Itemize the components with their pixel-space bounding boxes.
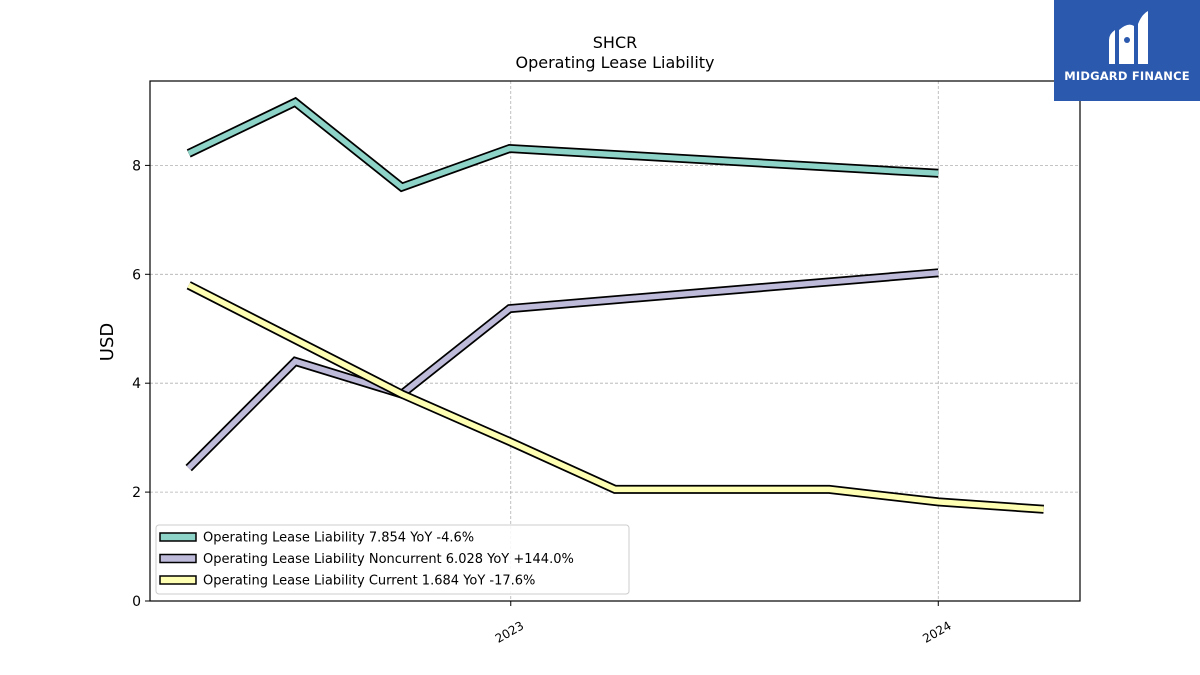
midgard-m-logo-icon <box>1109 11 1148 65</box>
legend: Operating Lease Liability 7.854 YoY -4.6… <box>155 524 630 595</box>
plot-frame <box>149 80 1081 602</box>
y-tick-label: 6 <box>132 267 141 283</box>
x-tick-label: 2023 <box>493 618 526 645</box>
chart-subtitle: Operating Lease Liability <box>515 53 714 72</box>
legend-swatch <box>159 553 197 564</box>
series-line-outline <box>186 96 939 193</box>
series-2 <box>185 268 939 472</box>
y-axis: 0 2 4 6 8 <box>132 158 150 610</box>
legend-label: Operating Lease Liability Noncurrent 6.0… <box>203 552 574 567</box>
legend-swatch <box>159 532 197 542</box>
brand-name: MIDGARD FINANCE <box>1064 69 1190 83</box>
series-line <box>187 282 1044 513</box>
series-line-outline <box>186 281 1045 514</box>
series-layer <box>185 96 1045 514</box>
x-axis: 2023 2024 <box>493 601 954 646</box>
y-tick-label: 4 <box>132 376 141 392</box>
y-tick-label: 2 <box>132 485 141 501</box>
series-1 <box>186 96 939 193</box>
legend-label: Operating Lease Liability Current 1.684 … <box>203 574 535 589</box>
brand-logo: MIDGARD FINANCE <box>1054 0 1200 101</box>
grid-lines <box>150 81 1080 601</box>
legend-label: Operating Lease Liability 7.854 YoY -4.6… <box>203 531 474 546</box>
y-axis-label: USD <box>97 323 118 361</box>
y-tick-label: 0 <box>132 594 141 610</box>
series-3 <box>186 281 1045 514</box>
x-tick-label: 2024 <box>920 618 953 645</box>
chart-title: SHCR <box>593 33 637 52</box>
series-line <box>187 98 939 191</box>
legend-box <box>155 524 630 595</box>
series-line <box>186 270 939 471</box>
legend-swatch <box>159 575 197 585</box>
y-tick-label: 8 <box>132 158 141 174</box>
